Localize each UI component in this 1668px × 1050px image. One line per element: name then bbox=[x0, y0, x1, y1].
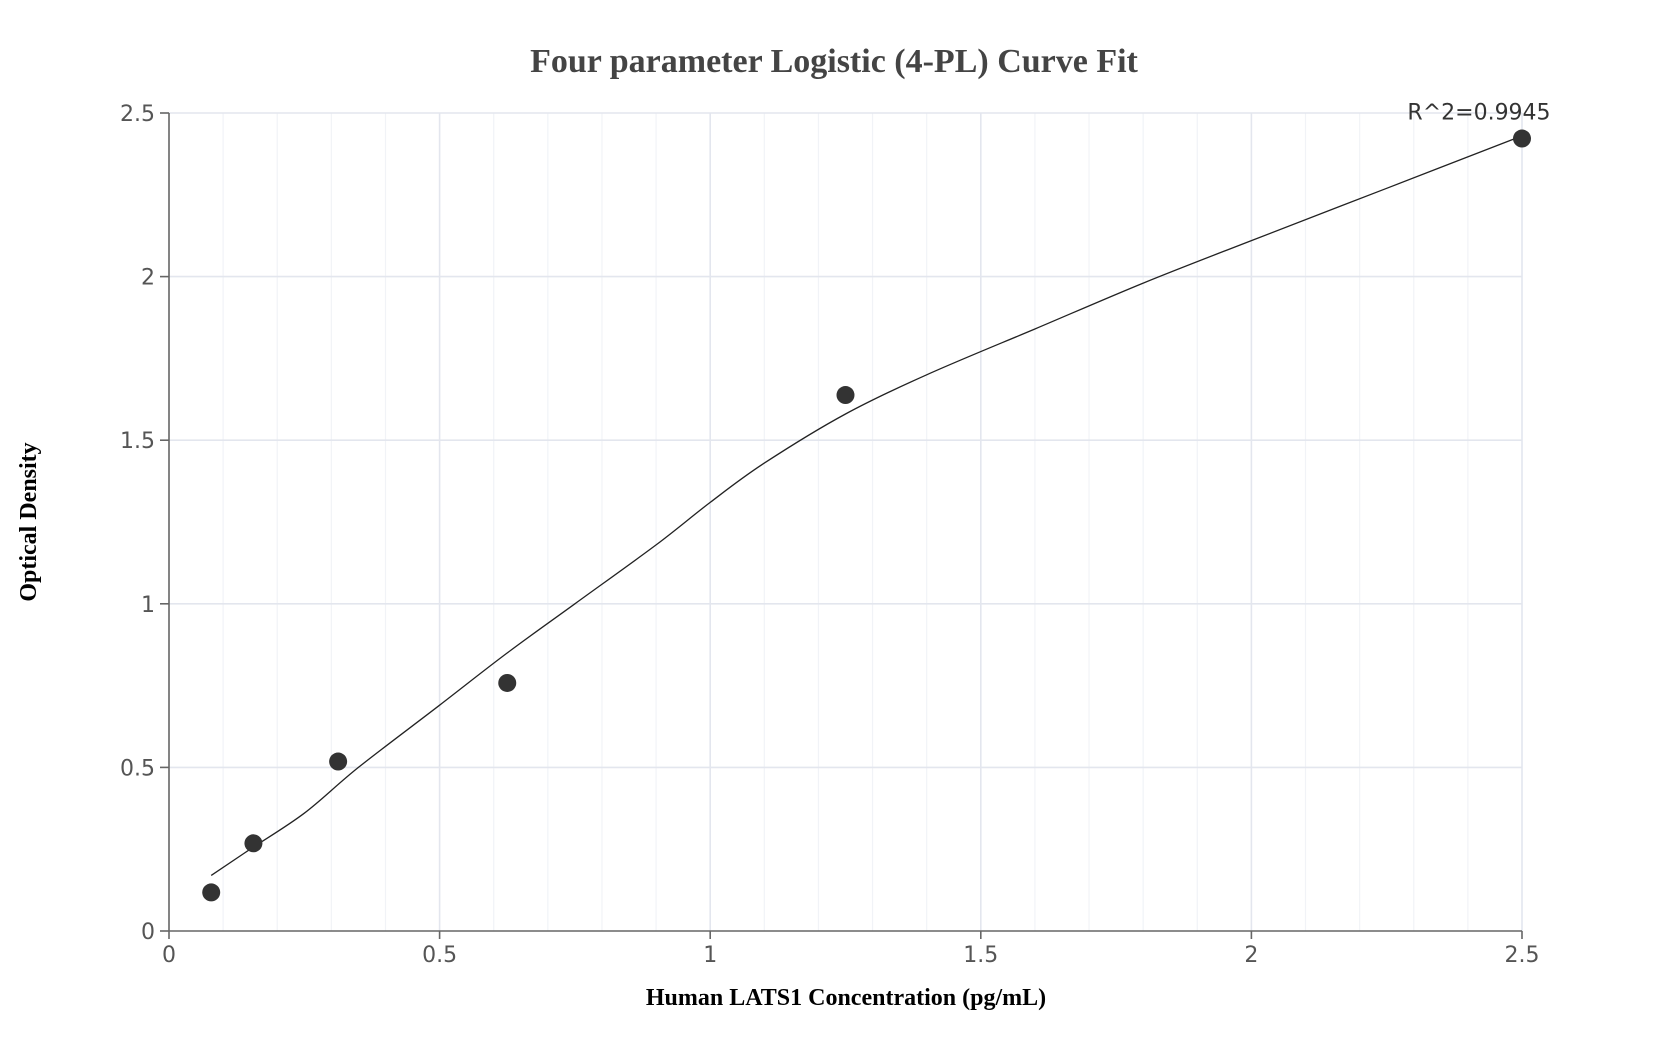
chart-title: Four parameter Logistic (4-PL) Curve Fit bbox=[530, 43, 1138, 80]
y-tick-label: 1 bbox=[141, 593, 155, 618]
data-point bbox=[202, 883, 221, 902]
y-tick-label: 2 bbox=[141, 266, 155, 291]
axes: 0 0.5 1 1.5 2 2.5 0 0.5 1 1.5 2 2.5 bbox=[120, 102, 1540, 968]
y-tick-label: 1.5 bbox=[120, 429, 155, 454]
x-axis-title: Human LATS1 Concentration (pg/mL) bbox=[646, 985, 1046, 1011]
fit-curve bbox=[210, 135, 1523, 876]
data-point bbox=[244, 834, 263, 853]
x-tick-label: 2.5 bbox=[1505, 943, 1540, 968]
data-point bbox=[329, 752, 348, 771]
y-tick-label: 0.5 bbox=[120, 756, 155, 781]
y-axis-title: Optical Density bbox=[16, 442, 42, 601]
x-tick-label: 1 bbox=[703, 943, 717, 968]
r-squared-annotation: R^2=0.9945 bbox=[1407, 101, 1550, 126]
grid bbox=[169, 112, 1523, 931]
x-tick-label: 2 bbox=[1244, 943, 1258, 968]
x-tick-label: 0.5 bbox=[422, 943, 457, 968]
x-tick-label: 0 bbox=[162, 943, 176, 968]
x-tick-label: 1.5 bbox=[963, 943, 998, 968]
data-point bbox=[498, 673, 517, 692]
data-point bbox=[1513, 129, 1531, 148]
data-point bbox=[836, 386, 855, 405]
y-tick-label: 0 bbox=[141, 920, 155, 945]
y-tick-label: 2.5 bbox=[120, 102, 155, 127]
data-points bbox=[202, 129, 1531, 902]
